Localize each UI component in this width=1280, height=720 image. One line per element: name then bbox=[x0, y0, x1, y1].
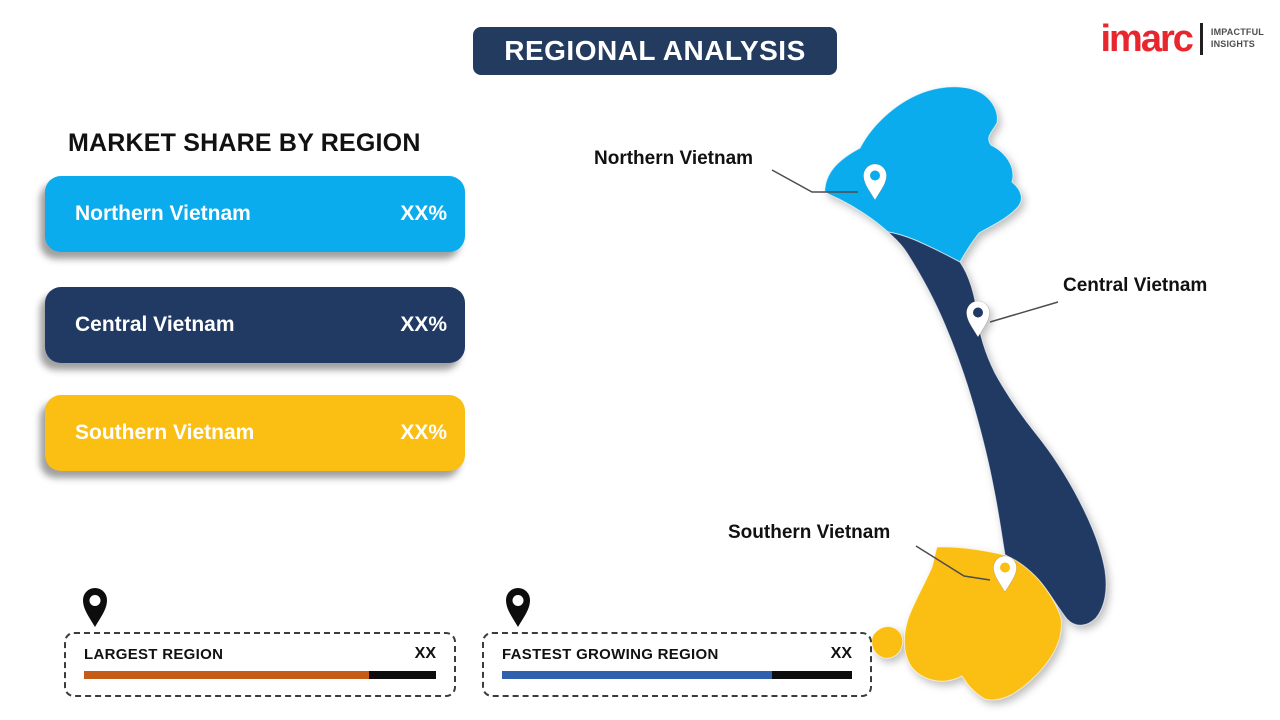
largest-region-value: XX bbox=[414, 645, 436, 662]
imarc-logo: imarc IMPACTFUL INSIGHTS bbox=[1100, 18, 1264, 60]
map-island bbox=[871, 626, 904, 659]
share-bar-northern: Northern Vietnam XX% bbox=[45, 176, 465, 252]
fastest-growing-region-pin-icon bbox=[506, 588, 530, 627]
map-label-southern: Southern Vietnam bbox=[728, 522, 891, 543]
logo-divider bbox=[1199, 23, 1203, 56]
logo-tagline-line2: INSIGHTS bbox=[1210, 39, 1255, 50]
logo-tagline-line1: IMPACTFUL bbox=[1210, 27, 1264, 38]
share-bar-southern: Southern Vietnam XX% bbox=[45, 395, 465, 471]
map-region-southern-vietnam bbox=[903, 546, 1062, 701]
map-pin-southern bbox=[993, 555, 1017, 593]
imarc-logo-wordmark: imarc bbox=[1100, 18, 1193, 60]
largest-region-box: LARGEST REGION XX bbox=[64, 632, 456, 697]
fastest-growing-region-bar bbox=[502, 671, 852, 679]
market-share-heading: MARKET SHARE BY REGION bbox=[68, 129, 421, 157]
largest-region-bar-fill bbox=[84, 671, 370, 679]
fastest-growing-region-box: FASTEST GROWING REGION XX bbox=[482, 632, 872, 697]
share-bar-southern-label: Southern Vietnam bbox=[75, 421, 255, 444]
page-title: REGIONAL ANALYSIS bbox=[473, 27, 837, 75]
map-label-northern: Northern Vietnam bbox=[594, 148, 754, 169]
fastest-growing-region-label: FASTEST GROWING REGION bbox=[502, 645, 719, 663]
map-pin-central bbox=[966, 300, 990, 338]
share-bar-central-value: XX% bbox=[400, 313, 447, 336]
largest-region-pin-icon bbox=[83, 588, 107, 627]
largest-region-bar-rest bbox=[369, 671, 436, 679]
largest-region-bar bbox=[84, 671, 436, 679]
share-bar-central-label: Central Vietnam bbox=[75, 313, 235, 336]
map-label-central: Central Vietnam bbox=[1063, 275, 1208, 296]
share-bar-northern-label: Northern Vietnam bbox=[75, 202, 251, 225]
map-pin-northern bbox=[863, 163, 887, 201]
fastest-growing-region-bar-rest bbox=[771, 671, 852, 679]
share-bar-southern-value: XX% bbox=[400, 421, 447, 444]
share-bar-central: Central Vietnam XX% bbox=[45, 287, 465, 363]
vietnam-map bbox=[824, 86, 1107, 701]
largest-region-label: LARGEST REGION bbox=[84, 645, 224, 663]
fastest-growing-region-value: XX bbox=[830, 645, 852, 662]
logo-tagline: IMPACTFUL INSIGHTS bbox=[1211, 27, 1264, 50]
map-region-northern-vietnam bbox=[824, 86, 1022, 263]
share-bar-northern-value: XX% bbox=[400, 202, 447, 225]
fastest-growing-region-bar-fill bbox=[502, 671, 772, 679]
